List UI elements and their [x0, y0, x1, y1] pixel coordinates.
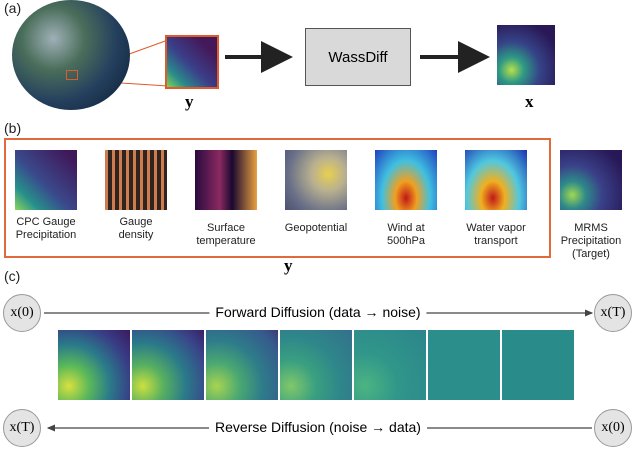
caption-line: Geopotential	[284, 222, 348, 234]
input-caption: Wind at 500hPa	[362, 222, 450, 248]
model-box: WassDiff	[305, 28, 411, 86]
caption-line: density	[118, 229, 154, 241]
diffusion-step	[280, 330, 352, 400]
state-node: x(T)	[594, 294, 632, 332]
diffusion-step	[132, 330, 204, 400]
panel-label: (b)	[4, 120, 22, 136]
input-caption: Geopotential	[272, 222, 360, 235]
forward-label: Forward Diffusion (data → noise)	[209, 304, 427, 320]
panel-label: (a)	[4, 0, 22, 16]
region	[66, 70, 78, 80]
input-caption: Surface temperature	[182, 222, 270, 248]
input-box	[4, 138, 551, 258]
diffusion-step	[58, 330, 130, 400]
input-cube	[165, 35, 219, 89]
diffusion-step	[428, 330, 500, 400]
panel-label: (c)	[4, 268, 21, 284]
reverse-label: Reverse Diffusion (noise → data)	[209, 419, 427, 435]
output-label: x	[525, 92, 534, 111]
caption-line: (Target)	[572, 248, 610, 260]
input-image	[465, 150, 527, 210]
state-node: x(T)	[3, 409, 41, 447]
caption-line: Water vapor	[466, 222, 526, 234]
group-label: y	[284, 256, 293, 275]
input-caption: Water vapor transport	[452, 222, 540, 248]
caption-line: Precipitation	[560, 235, 622, 247]
input-image	[105, 150, 167, 210]
caption-line: MRMS	[574, 222, 608, 234]
diffusion-step	[502, 330, 574, 400]
caption-line: Wind at	[387, 222, 425, 234]
caption-line: CPC Gauge	[16, 216, 76, 228]
caption-line: 500hPa	[387, 235, 425, 247]
model-name: WassDiff	[328, 48, 388, 66]
target-caption: MRMS Precipitation (Target)	[547, 222, 635, 261]
state-node: x(0)	[3, 294, 41, 332]
input-image	[195, 150, 257, 210]
diffusion-step	[354, 330, 426, 400]
input-label: y	[185, 92, 194, 111]
target-image	[560, 150, 622, 210]
caption-line: temperature	[196, 235, 256, 247]
globe	[12, 0, 130, 110]
caption-line: transport	[474, 235, 518, 247]
input-caption: CPC Gauge Precipitation	[2, 216, 90, 242]
caption-line: Surface	[207, 222, 245, 234]
input-caption: Gauge density	[92, 216, 180, 242]
output-image	[497, 25, 555, 85]
caption-line: Precipitation	[15, 229, 77, 241]
state-node: x(0)	[594, 409, 632, 447]
input-image	[375, 150, 437, 210]
caption-line: Gauge	[119, 216, 153, 228]
input-image	[15, 150, 77, 210]
input-image	[285, 150, 347, 210]
diffusion-step	[206, 330, 278, 400]
